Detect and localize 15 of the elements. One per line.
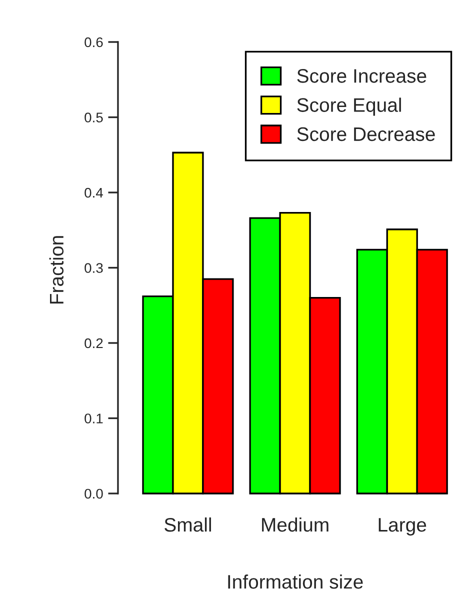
y-tick-label: 0.3 bbox=[84, 263, 103, 273]
x-tick-label: Large bbox=[378, 518, 426, 536]
x-tick-label: Medium bbox=[262, 517, 328, 532]
y-axis-title: Fraction bbox=[49, 236, 64, 304]
x-tick-label: Small bbox=[164, 517, 211, 532]
legend-label: Score Increase bbox=[297, 69, 426, 83]
y-tick-label: 0.4 bbox=[84, 188, 103, 198]
y-tick-label: 0.0 bbox=[84, 488, 103, 499]
legend-label: Score Equal bbox=[297, 98, 401, 116]
x-axis-title: Information size bbox=[228, 574, 363, 589]
y-tick-label: 0.1 bbox=[84, 414, 103, 424]
y-tick-label: 0.2 bbox=[84, 338, 103, 348]
legend-label: Score Decrease bbox=[297, 127, 435, 142]
y-tick-label: 0.5 bbox=[84, 112, 103, 122]
y-tick-label: 0.6 bbox=[84, 37, 103, 48]
